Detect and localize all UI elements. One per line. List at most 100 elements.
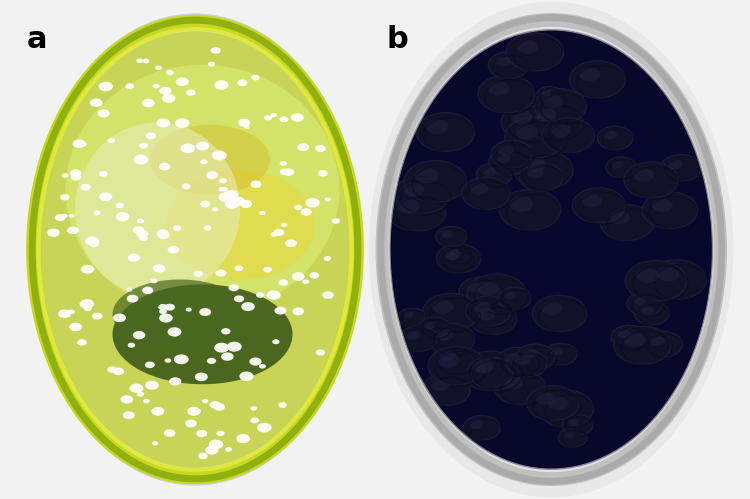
- Circle shape: [92, 312, 103, 319]
- Circle shape: [195, 373, 208, 381]
- Circle shape: [515, 344, 555, 370]
- Circle shape: [536, 86, 563, 104]
- Circle shape: [633, 168, 654, 182]
- Ellipse shape: [165, 170, 315, 279]
- Circle shape: [257, 423, 272, 433]
- Circle shape: [83, 306, 92, 311]
- Circle shape: [242, 302, 255, 311]
- Circle shape: [263, 266, 272, 272]
- Circle shape: [316, 349, 326, 356]
- Circle shape: [93, 211, 100, 216]
- Circle shape: [251, 181, 262, 188]
- Ellipse shape: [369, 1, 734, 498]
- Circle shape: [567, 418, 579, 426]
- Circle shape: [99, 192, 112, 201]
- Circle shape: [511, 110, 532, 124]
- Circle shape: [446, 252, 458, 260]
- Circle shape: [419, 317, 450, 338]
- Circle shape: [467, 274, 526, 313]
- Circle shape: [472, 358, 494, 373]
- Circle shape: [169, 377, 182, 385]
- Ellipse shape: [389, 29, 713, 470]
- Circle shape: [579, 67, 600, 81]
- Circle shape: [200, 160, 208, 164]
- Circle shape: [310, 272, 320, 278]
- Circle shape: [202, 399, 208, 403]
- Circle shape: [427, 323, 475, 355]
- Circle shape: [188, 407, 201, 416]
- Circle shape: [208, 61, 215, 66]
- Circle shape: [611, 161, 623, 168]
- Circle shape: [70, 169, 82, 177]
- Circle shape: [415, 168, 439, 184]
- Circle shape: [240, 200, 252, 208]
- Circle shape: [430, 379, 449, 391]
- Circle shape: [128, 253, 140, 262]
- Circle shape: [181, 144, 195, 153]
- Circle shape: [617, 329, 631, 338]
- Circle shape: [657, 266, 680, 281]
- Circle shape: [643, 331, 682, 357]
- Circle shape: [274, 307, 286, 314]
- Circle shape: [159, 313, 172, 323]
- Circle shape: [424, 321, 436, 329]
- Circle shape: [136, 219, 144, 224]
- Circle shape: [432, 299, 454, 314]
- Circle shape: [260, 211, 266, 215]
- Circle shape: [498, 145, 514, 156]
- Circle shape: [461, 351, 521, 391]
- Circle shape: [322, 291, 334, 299]
- Ellipse shape: [38, 29, 352, 470]
- Circle shape: [404, 161, 466, 202]
- Circle shape: [221, 328, 230, 334]
- Circle shape: [332, 218, 340, 224]
- Circle shape: [524, 157, 547, 172]
- Text: a: a: [26, 25, 46, 54]
- Circle shape: [572, 188, 626, 223]
- Circle shape: [70, 174, 81, 181]
- Circle shape: [478, 75, 535, 113]
- Circle shape: [650, 336, 664, 346]
- Circle shape: [256, 292, 265, 298]
- Circle shape: [498, 287, 531, 309]
- Circle shape: [134, 155, 148, 165]
- Circle shape: [279, 116, 288, 122]
- Circle shape: [217, 431, 224, 436]
- Circle shape: [211, 47, 220, 54]
- Circle shape: [99, 111, 109, 118]
- Circle shape: [62, 214, 68, 218]
- Circle shape: [661, 154, 701, 182]
- Circle shape: [112, 367, 125, 375]
- Circle shape: [467, 357, 513, 387]
- Circle shape: [123, 411, 135, 419]
- Circle shape: [466, 296, 511, 326]
- Circle shape: [544, 343, 578, 365]
- Circle shape: [459, 277, 502, 305]
- Circle shape: [81, 265, 94, 274]
- Circle shape: [142, 99, 154, 107]
- Circle shape: [406, 330, 420, 340]
- Circle shape: [604, 130, 617, 139]
- Circle shape: [600, 205, 654, 241]
- Circle shape: [541, 90, 551, 96]
- Circle shape: [542, 301, 562, 315]
- Circle shape: [200, 201, 210, 208]
- Circle shape: [278, 279, 288, 286]
- Circle shape: [251, 75, 260, 80]
- Circle shape: [297, 143, 309, 151]
- Circle shape: [196, 430, 207, 437]
- Circle shape: [251, 406, 257, 411]
- Circle shape: [542, 118, 595, 153]
- Circle shape: [80, 142, 86, 147]
- Circle shape: [107, 366, 117, 373]
- Circle shape: [623, 333, 645, 347]
- Circle shape: [173, 225, 182, 231]
- Circle shape: [67, 227, 79, 234]
- Circle shape: [466, 282, 483, 292]
- Circle shape: [125, 83, 134, 89]
- Circle shape: [182, 184, 190, 189]
- Circle shape: [133, 331, 146, 339]
- Circle shape: [514, 151, 573, 190]
- Circle shape: [186, 307, 192, 311]
- Ellipse shape: [65, 65, 340, 314]
